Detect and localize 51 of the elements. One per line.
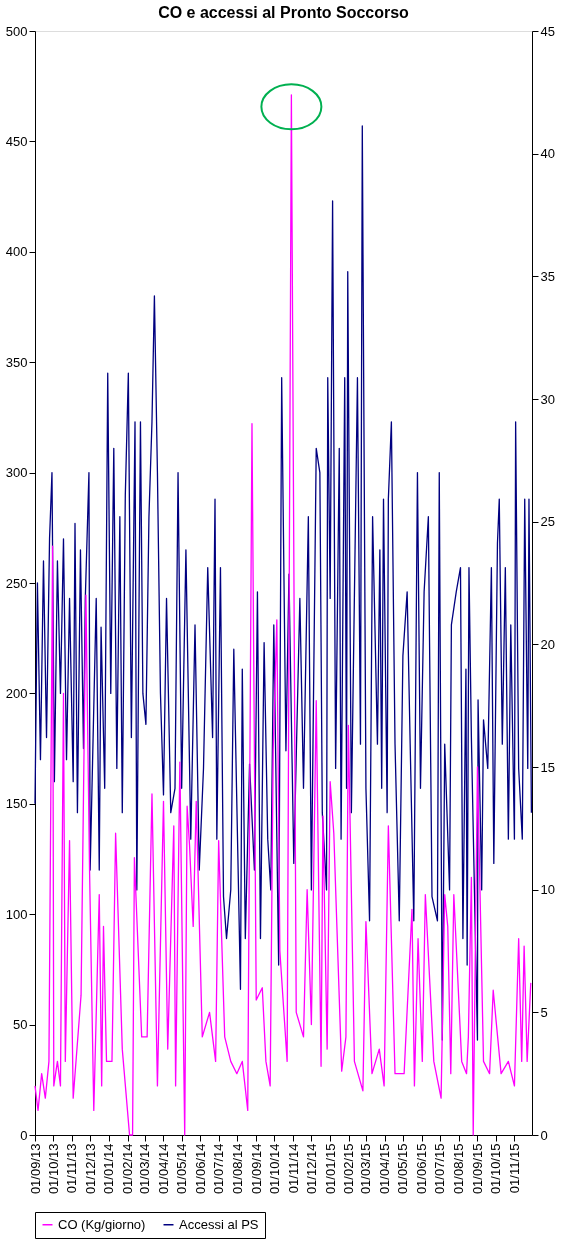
legend-label: Accessi al PS [179,1216,259,1232]
y2-tick-label: 45 [540,23,555,39]
y2-tick-label: 30 [540,391,555,407]
y-tick-label: 450 [5,133,28,149]
x-tick-label: 01/03/15 [358,1143,374,1195]
x-tick-label: 01/07/15 [432,1143,448,1195]
chart-title: CO e accessi al Pronto Soccorso [158,4,410,21]
x-tick-label: 01/09/14 [248,1143,264,1195]
x-tick-label: 01/01/15 [322,1143,338,1195]
x-tick-label: 01/11/15 [506,1143,522,1194]
x-tick-label: 01/12/13 [82,1143,98,1195]
x-tick-label: 01/05/15 [395,1143,411,1195]
y2-tick-label: 10 [540,882,555,898]
y-tick-label: 400 [5,244,28,260]
x-tick-label: 01/06/15 [414,1143,430,1195]
x-tick-label: 01/04/15 [377,1143,393,1195]
y-tick-label: 150 [5,796,28,812]
x-tick-label: 01/11/13 [64,1143,80,1194]
y2-tick-label: 5 [540,1004,548,1020]
y-tick-label: 250 [5,575,28,591]
x-tick-label: 01/07/14 [211,1143,227,1195]
y2-tick-label: 35 [540,268,555,284]
x-tick-label: 01/02/14 [120,1143,136,1195]
x-tick-label: 01/09/13 [27,1143,43,1195]
x-tick-label: 01/10/14 [266,1143,282,1195]
x-tick-label: 01/10/15 [488,1143,504,1195]
x-tick-label: 01/03/14 [137,1143,153,1195]
y2-tick-label: 40 [540,146,555,162]
y2-tick-label: 20 [540,636,555,652]
x-tick-label: 01/06/14 [192,1143,208,1195]
y2-tick-label: 25 [540,514,555,530]
x-tick-label: 01/11/14 [285,1143,301,1194]
x-tick-label: 01/05/14 [174,1143,190,1195]
x-tick-label: 01/08/14 [229,1143,245,1195]
y2-tick-label: 0 [540,1127,548,1143]
y-tick-label: 300 [5,465,28,481]
y-tick-label: 200 [5,685,28,701]
x-tick-label: 01/01/14 [101,1143,117,1195]
x-tick-label: 01/09/15 [469,1143,485,1195]
y-tick-label: 50 [13,1017,28,1033]
y-tick-label: 500 [5,23,28,39]
x-tick-label: 01/12/14 [303,1143,319,1195]
y-tick-label: 100 [5,906,28,922]
legend-label: CO (Kg/giorno) [58,1216,146,1232]
y-tick-label: 350 [5,354,28,370]
y-tick-label: 0 [20,1127,28,1143]
x-tick-label: 01/02/15 [341,1143,357,1195]
y2-tick-label: 15 [540,759,555,775]
x-tick-label: 01/08/15 [451,1143,467,1195]
x-tick-label: 01/10/13 [45,1143,61,1195]
x-tick-label: 01/04/14 [155,1143,171,1195]
